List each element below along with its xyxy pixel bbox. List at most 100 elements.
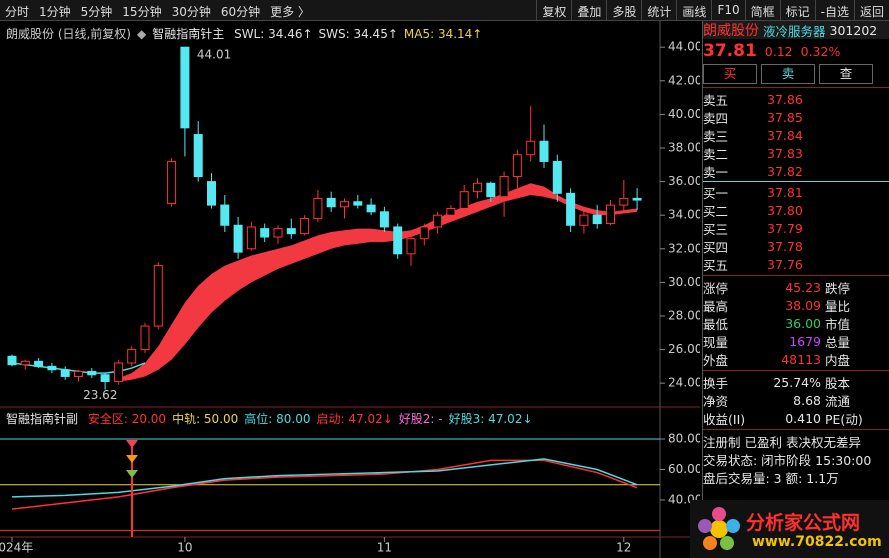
stat-label: 跌停 (825, 280, 851, 296)
candle-body (379, 211, 389, 228)
stat-row: 收益(II) 0.410 PE(动) (703, 409, 889, 427)
legend-item: MA5: 34.14↑ (403, 27, 483, 41)
candle-body (353, 201, 363, 206)
book-row: 买一 37.81 (703, 183, 889, 201)
toolbar-item[interactable]: 更多 〉 (270, 5, 310, 19)
toolbar-item[interactable]: 30分钟 (171, 5, 211, 19)
indicator-line (11, 459, 638, 510)
book-price: 37.86 (767, 91, 803, 107)
y-tick-label: 34.00 (668, 208, 700, 222)
trade-button[interactable]: 买 (703, 64, 757, 84)
stat-row: 净资 8.68 流通 (703, 391, 889, 409)
stock-code: 301202 (829, 22, 878, 38)
logo-url: www.70822.com (752, 534, 882, 550)
candle-body (300, 218, 310, 235)
candle-body (60, 369, 70, 377)
level-legend: 高位: 80.00 (244, 412, 310, 426)
tags: 注册制 已盈利 表决权无差异 (703, 434, 861, 450)
trade-button[interactable]: 卖 (761, 64, 815, 84)
book-row: 买三 37.79 (703, 219, 889, 237)
signal-gem (126, 440, 138, 448)
candle-body (7, 355, 17, 366)
toolbar-item[interactable]: 多股 (606, 0, 641, 20)
toolbar-item[interactable]: 标记 (779, 0, 815, 20)
candle-body (153, 265, 163, 327)
candle-body (286, 228, 296, 235)
level-legend: 安全区: 20.00 (88, 412, 166, 426)
candle-body (87, 370, 97, 376)
separator (703, 429, 889, 430)
y-tick-label: 44.00 (668, 40, 700, 54)
y-tick-label: 36.00 (668, 174, 700, 188)
candle-body (473, 182, 482, 193)
toolbar-item[interactable]: 60分钟 (220, 5, 261, 19)
stat-value: 48113 (781, 351, 821, 367)
trade-button[interactable]: 查 (819, 64, 873, 84)
stat-value: 0.410 (785, 410, 821, 426)
book-price: 37.79 (767, 220, 803, 236)
candle-body (220, 204, 230, 226)
toolbar-item[interactable]: 简框 (744, 0, 780, 20)
book-row: 买五 37.76 (703, 255, 889, 273)
stat-label: 净资 (703, 393, 729, 409)
book-label: 买五 (703, 257, 729, 273)
toolbar-item[interactable]: 1分钟 (39, 5, 71, 19)
y-tick-label: 32.00 (668, 241, 700, 255)
toolbar-item[interactable]: 画线 (676, 0, 711, 20)
stat-row: 涨停 45.23 跌停 (703, 278, 889, 296)
book-label: 买一 (703, 185, 729, 201)
stat-label: 换手 (703, 375, 729, 391)
toolbar-item[interactable]: F10 (711, 0, 744, 20)
book-label: 买二 (703, 203, 729, 219)
sub-header: 智融指南针副 安全区: 20.00 中轨: 50.00 高位: 80.00 启动: 4… (6, 410, 539, 427)
x-tick-label: 2024年 (0, 541, 33, 555)
y-tick-label: 24.00 (668, 376, 700, 390)
stock-name: 朗威股份 (703, 23, 759, 39)
stat-label: 流通 (825, 393, 851, 409)
candle-body (433, 214, 443, 228)
y-tick-label: 26.00 (668, 342, 700, 356)
candle-body (34, 360, 44, 367)
indicator-name: 智融指南针副 (6, 412, 79, 426)
indicator-line (11, 458, 638, 498)
candle-body (100, 374, 110, 382)
candle-body (246, 226, 256, 250)
candle-body (419, 226, 429, 240)
main-header: 朗威股份 (日线,前复权) ◆ 智融指南针主 SWL: 34.46↑ SWS: 34.… (6, 25, 488, 42)
toolbar-item[interactable]: 叠加 (571, 0, 606, 20)
after-hours: 盘后交易量: 3 额: 1.1万 (703, 470, 839, 486)
stat-label: 最低 (703, 316, 729, 332)
stat-value: 38.09 (785, 297, 821, 313)
candle-body (20, 360, 30, 366)
level-name: 安全区: (87, 412, 132, 426)
y-tick-label: 60.00 (668, 462, 700, 476)
candle-body (579, 214, 589, 226)
separator (703, 181, 889, 182)
status: 交易状态: 闭市阶段 15:30:00 (703, 452, 872, 468)
stat-row: 最低 36.00 市值 (703, 314, 889, 332)
toolbar-item[interactable]: 分时 (5, 5, 30, 19)
logo-name: 分析家公式网 (746, 512, 861, 534)
candle-body (526, 140, 536, 156)
toolbar-item[interactable]: -自选 (814, 0, 854, 20)
change: 0.12 (764, 43, 793, 59)
separator (703, 275, 889, 276)
toolbar-item[interactable]: 返回 (853, 0, 889, 20)
level-value: 80.00 (276, 412, 311, 426)
separator (703, 87, 889, 88)
toolbar-item[interactable]: 复权 (536, 0, 571, 20)
level-name: 高位: (244, 412, 277, 426)
toolbar-item[interactable]: 15分钟 (122, 5, 162, 19)
toolbar: 分时 1分钟 5分钟 15分钟 30分钟 60分钟 更多 〉 复权 叠加 多股 统计 画线 F10 简框标… (0, 0, 889, 21)
toolbar-item[interactable]: 统计 (641, 0, 676, 20)
quote-title: 朗威股份 液冷服务器 301202 (703, 21, 889, 39)
toolbar-item[interactable]: 5分钟 (80, 5, 113, 19)
book-price: 37.83 (767, 145, 803, 161)
x-tick-label: 12 (616, 541, 631, 555)
candle-body (539, 140, 549, 162)
legend-item: 启动: 47.02↓ (316, 412, 393, 426)
change-pct: 0.32% (800, 43, 841, 59)
stat-value: 25.74% (773, 374, 821, 390)
candle-body (446, 207, 456, 216)
candle-body (47, 365, 57, 371)
